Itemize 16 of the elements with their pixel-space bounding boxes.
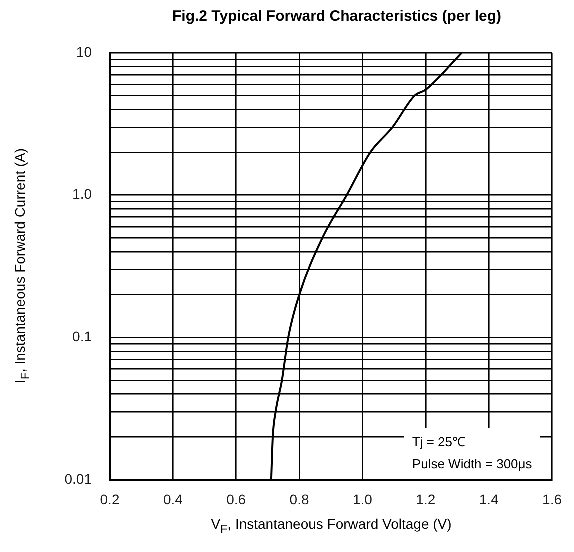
x-axis-title: V$_{F}$, Instantaneous Forward Voltage (V): [210, 516, 453, 536]
x-tick-label: 1.2: [416, 491, 436, 508]
x-tick-label: 1.4: [479, 491, 500, 508]
annotation: Tj = 25℃: [412, 434, 466, 450]
x-tick-label: 1.6: [542, 491, 562, 508]
x-tick-label: 0.2: [100, 491, 120, 508]
y-tick-label: 0.1: [72, 328, 92, 345]
y-tick-label: 10: [76, 44, 92, 60]
x-tick-label: 1.0: [352, 491, 373, 508]
x-tick-label: 0.8: [290, 491, 310, 508]
x-tick-label: 0.6: [226, 491, 246, 508]
annotation: Pulse Width = 300μs: [412, 456, 533, 472]
y-tick-label: 1.0: [72, 186, 92, 202]
x-tick-label: 0.4: [163, 491, 184, 508]
y-tick-label: 0.01: [64, 470, 92, 487]
chart-title: Fig.2 Typical Forward Characteristics (per leg): [172, 8, 502, 25]
